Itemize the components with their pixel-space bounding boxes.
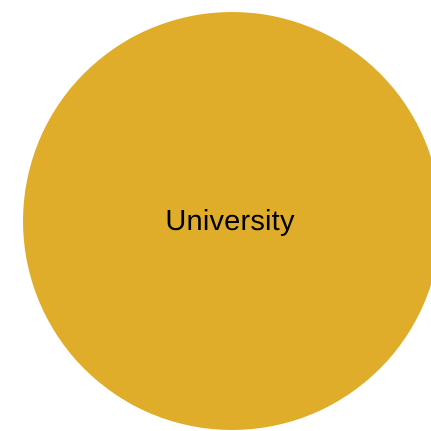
university-node-label: University <box>165 204 295 237</box>
university-node: University <box>23 12 431 430</box>
